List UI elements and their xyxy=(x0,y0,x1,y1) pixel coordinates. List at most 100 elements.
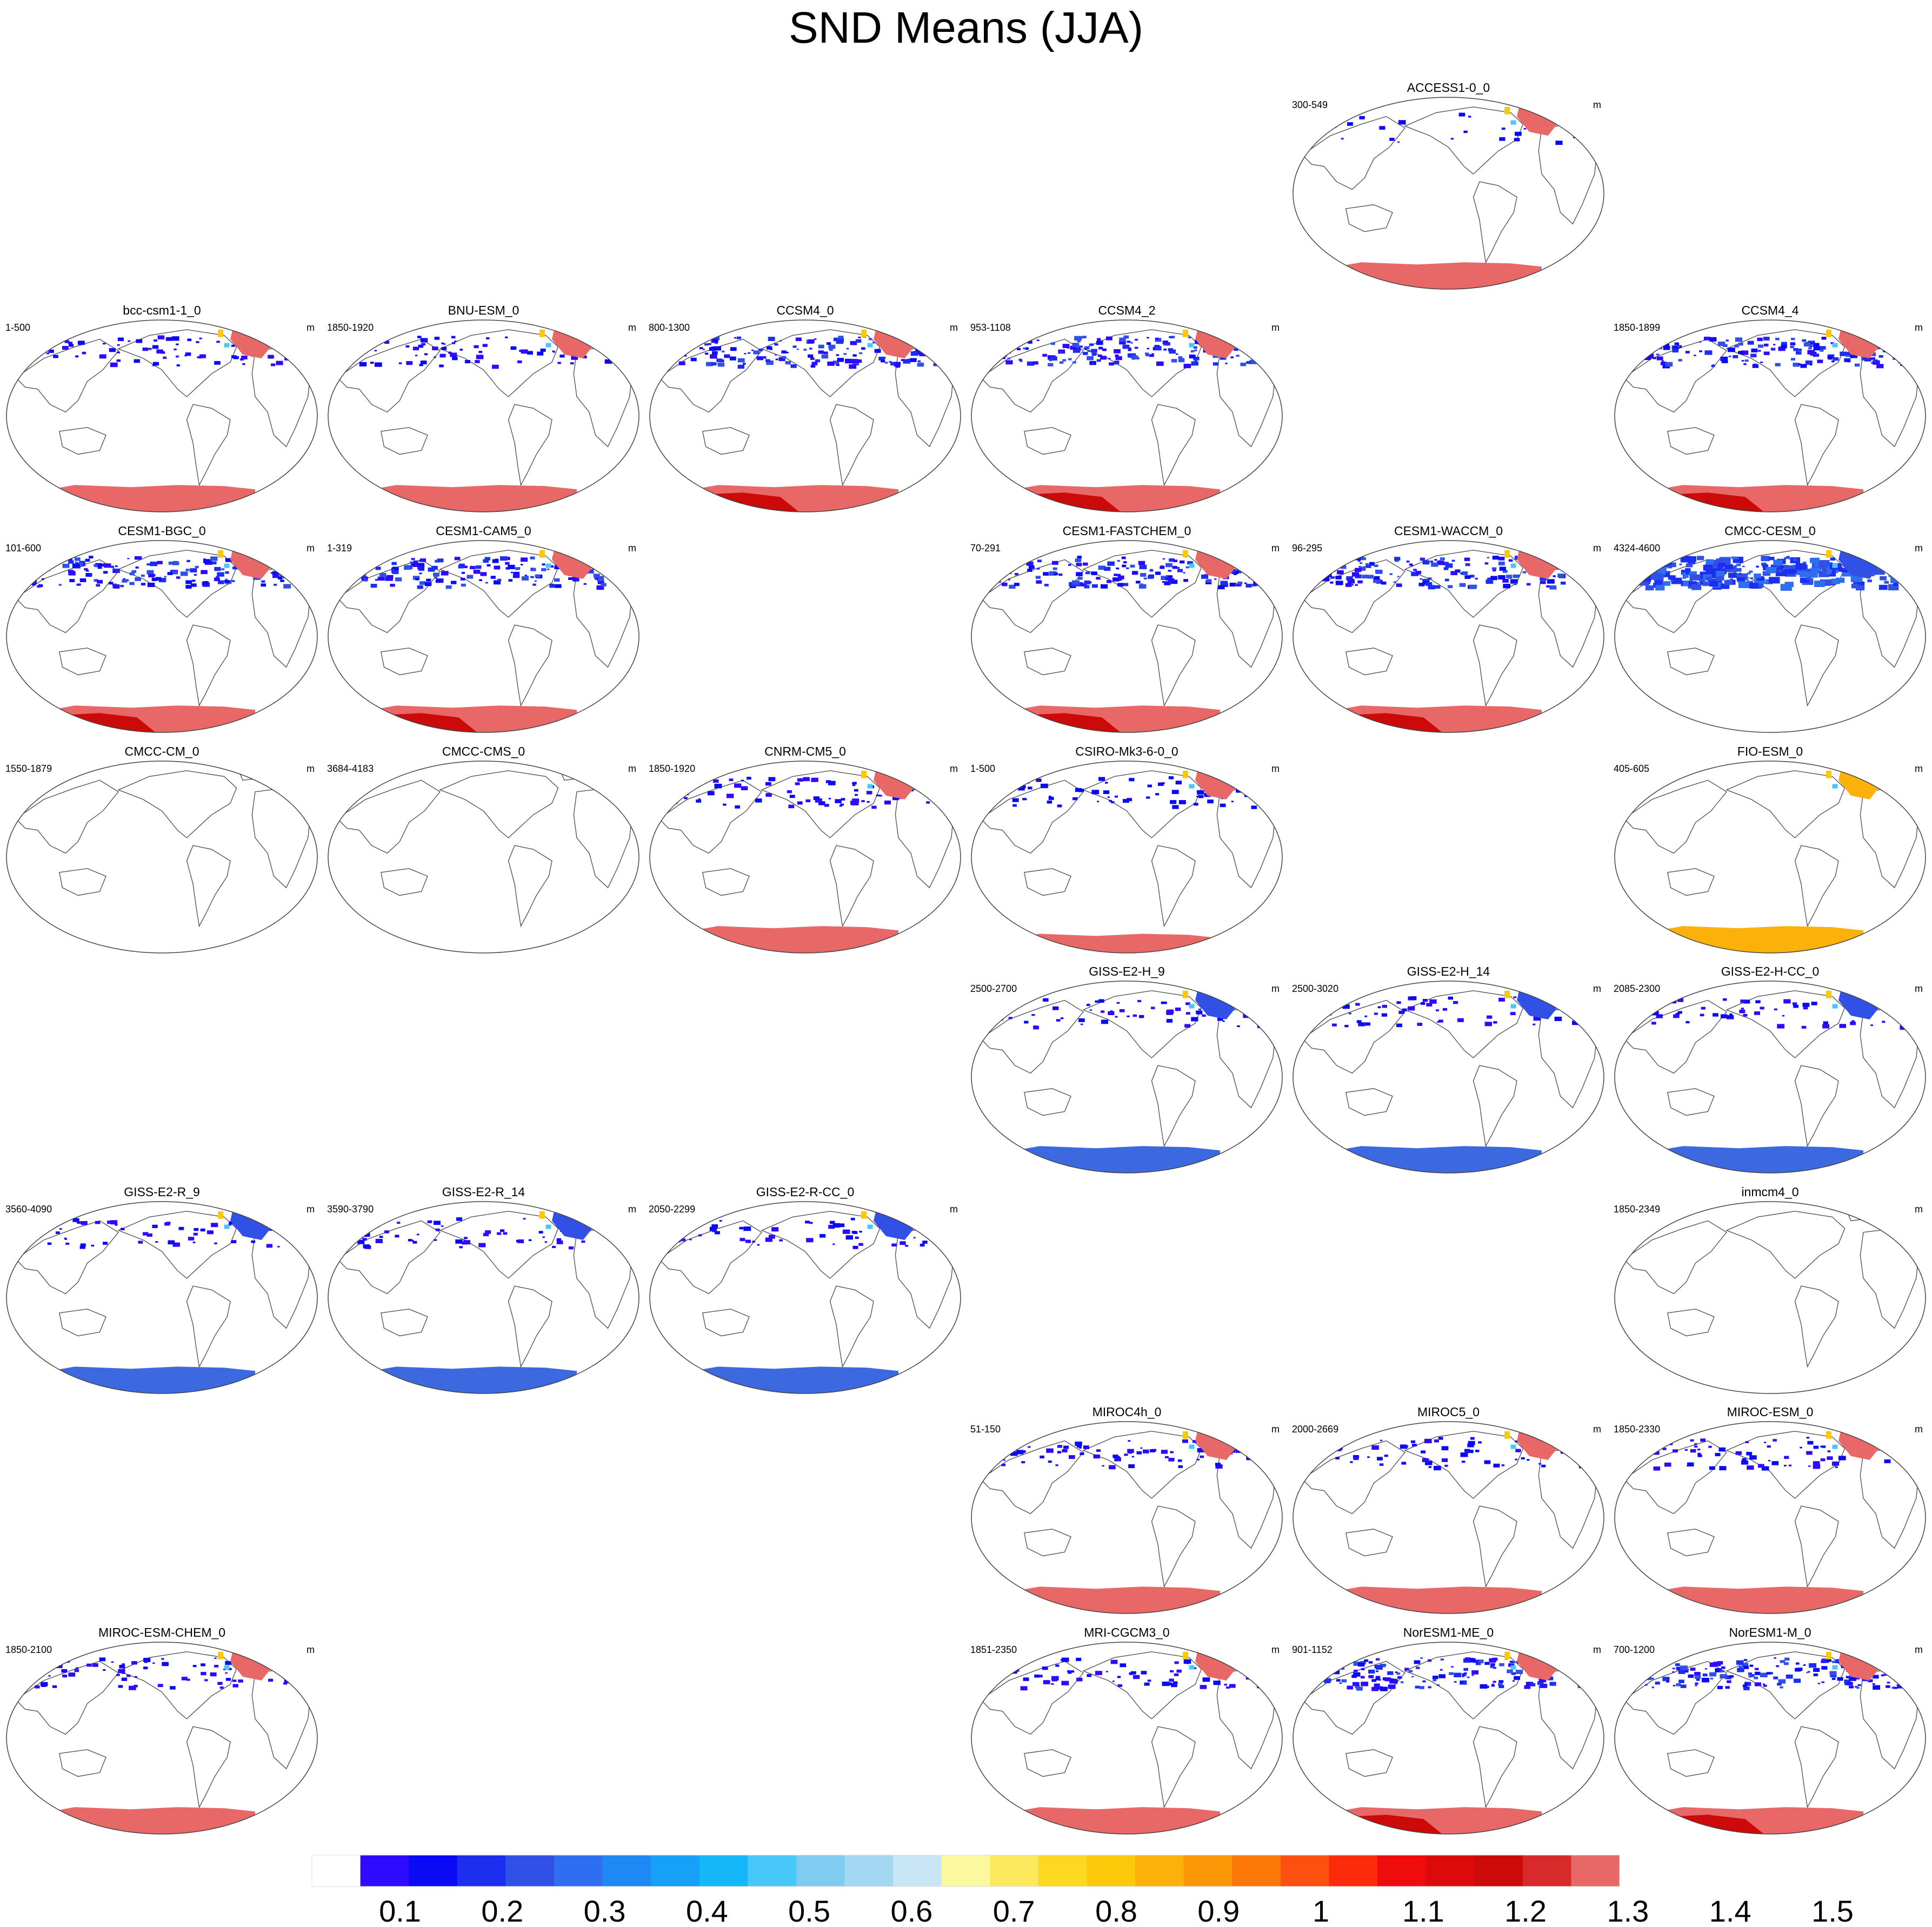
snow-cell xyxy=(1115,356,1122,361)
snow-cell xyxy=(122,1672,125,1674)
snow-cell xyxy=(832,1243,835,1245)
snow-cell xyxy=(1191,361,1198,366)
arctic-accent xyxy=(218,1211,223,1219)
snow-cell xyxy=(187,338,192,342)
snow-cell xyxy=(829,349,833,351)
panel-title: NorESM1-M_0 xyxy=(1729,1625,1811,1639)
snow-cell xyxy=(1470,1437,1475,1440)
coastline xyxy=(1473,1726,1517,1809)
snow-cell xyxy=(190,568,197,572)
panel-units: m xyxy=(1271,1424,1280,1435)
panel-title: ACCESS1-0_0 xyxy=(1407,81,1490,95)
snow-cell xyxy=(1183,1659,1191,1664)
snow-cell xyxy=(1131,355,1138,359)
snow-cell xyxy=(910,358,917,362)
snow-cell xyxy=(1077,577,1083,580)
map-border xyxy=(971,761,1283,954)
panel-title: CCSM4_2 xyxy=(1098,303,1155,317)
snow-cell xyxy=(1335,581,1343,585)
panel-title: GISS-E2-R_9 xyxy=(124,1185,200,1199)
snow-cell xyxy=(419,581,426,585)
snow-cell xyxy=(1508,1663,1515,1667)
snow-cell xyxy=(1048,797,1054,801)
coastline xyxy=(980,999,1084,1074)
snow-cell xyxy=(508,579,513,582)
snow-cell xyxy=(1830,342,1834,344)
snow-cell xyxy=(1089,1009,1092,1011)
map-border xyxy=(649,761,961,954)
coastline xyxy=(1023,868,1071,896)
snow-cell xyxy=(1741,1663,1749,1667)
coastline xyxy=(1404,1431,1524,1499)
snow-cell xyxy=(1547,579,1555,584)
snow-cell xyxy=(1784,1456,1789,1459)
snow-cell xyxy=(77,583,81,586)
colorbar-label: 0.8 xyxy=(1095,1894,1137,1927)
snow-cell xyxy=(1170,336,1175,338)
snow-cell xyxy=(197,356,201,358)
snow-cell xyxy=(1139,564,1147,569)
snow-cell xyxy=(1728,348,1735,352)
coastline xyxy=(1473,1065,1517,1148)
arctic-accent xyxy=(1504,990,1510,998)
coastline xyxy=(1623,338,1728,413)
snow-cell xyxy=(1428,585,1435,590)
snow-cell xyxy=(1769,557,1775,561)
snow-cell xyxy=(199,337,202,339)
arctic-accent xyxy=(218,550,223,558)
snow-cell xyxy=(1049,571,1057,576)
snow-cell xyxy=(747,777,751,780)
snow-cell xyxy=(1729,1017,1731,1019)
snow-cell xyxy=(1503,584,1510,589)
snow-cell xyxy=(998,581,1001,583)
snow-cell xyxy=(129,1685,136,1690)
snow-cell xyxy=(1448,585,1453,589)
coastline xyxy=(508,1285,552,1368)
coastline xyxy=(58,1749,106,1777)
snow-cell xyxy=(1810,568,1821,574)
snow-cell xyxy=(1044,584,1049,586)
snow-cell xyxy=(718,363,725,367)
snow-cell xyxy=(1645,1684,1648,1686)
snow-cell xyxy=(1183,572,1185,574)
snow-cell xyxy=(1811,342,1815,345)
snow-cell xyxy=(1376,1665,1383,1670)
snow-cell xyxy=(1490,1663,1495,1666)
snow-cell xyxy=(1515,1449,1521,1452)
snow-cell xyxy=(147,583,155,588)
snow-cell xyxy=(792,345,797,348)
panel-years: 1850-2330 xyxy=(1614,1424,1660,1435)
snow-cell xyxy=(1740,999,1746,1003)
snow-cell xyxy=(1477,1659,1484,1664)
snow-cell xyxy=(135,566,139,569)
snow-cell xyxy=(1178,358,1185,363)
snow-cell xyxy=(779,1239,783,1242)
snow-cell xyxy=(1849,1685,1854,1689)
snow-cell xyxy=(1371,1445,1379,1450)
snow-cell xyxy=(1653,574,1664,581)
snow-cell xyxy=(1007,357,1011,359)
snow-cell xyxy=(752,1241,755,1243)
snow-cell xyxy=(171,570,177,574)
snow-cell xyxy=(1400,1444,1408,1449)
snow-cell xyxy=(441,1225,444,1227)
snow-cell xyxy=(172,1242,180,1247)
snow-cell xyxy=(1464,1450,1469,1453)
snow-cell xyxy=(1820,349,1824,352)
snow-cell xyxy=(856,359,862,363)
snow-cell xyxy=(1770,348,1776,351)
snow-cell xyxy=(1112,1455,1118,1458)
snow-cell xyxy=(1656,1014,1663,1018)
snow-cell xyxy=(1081,583,1087,586)
snow-cell xyxy=(1395,1671,1398,1673)
snow-cell xyxy=(699,347,703,350)
snow-cell xyxy=(91,1244,95,1247)
snow-cell xyxy=(1814,354,1820,357)
snow-cell xyxy=(406,361,413,365)
snow-cell xyxy=(1800,571,1809,577)
snow-cell xyxy=(1876,364,1884,369)
snow-cell xyxy=(530,568,536,571)
snow-cell xyxy=(1076,1657,1082,1661)
figure-title: SND Means (JJA) xyxy=(788,3,1144,52)
snow-cell xyxy=(74,557,81,561)
